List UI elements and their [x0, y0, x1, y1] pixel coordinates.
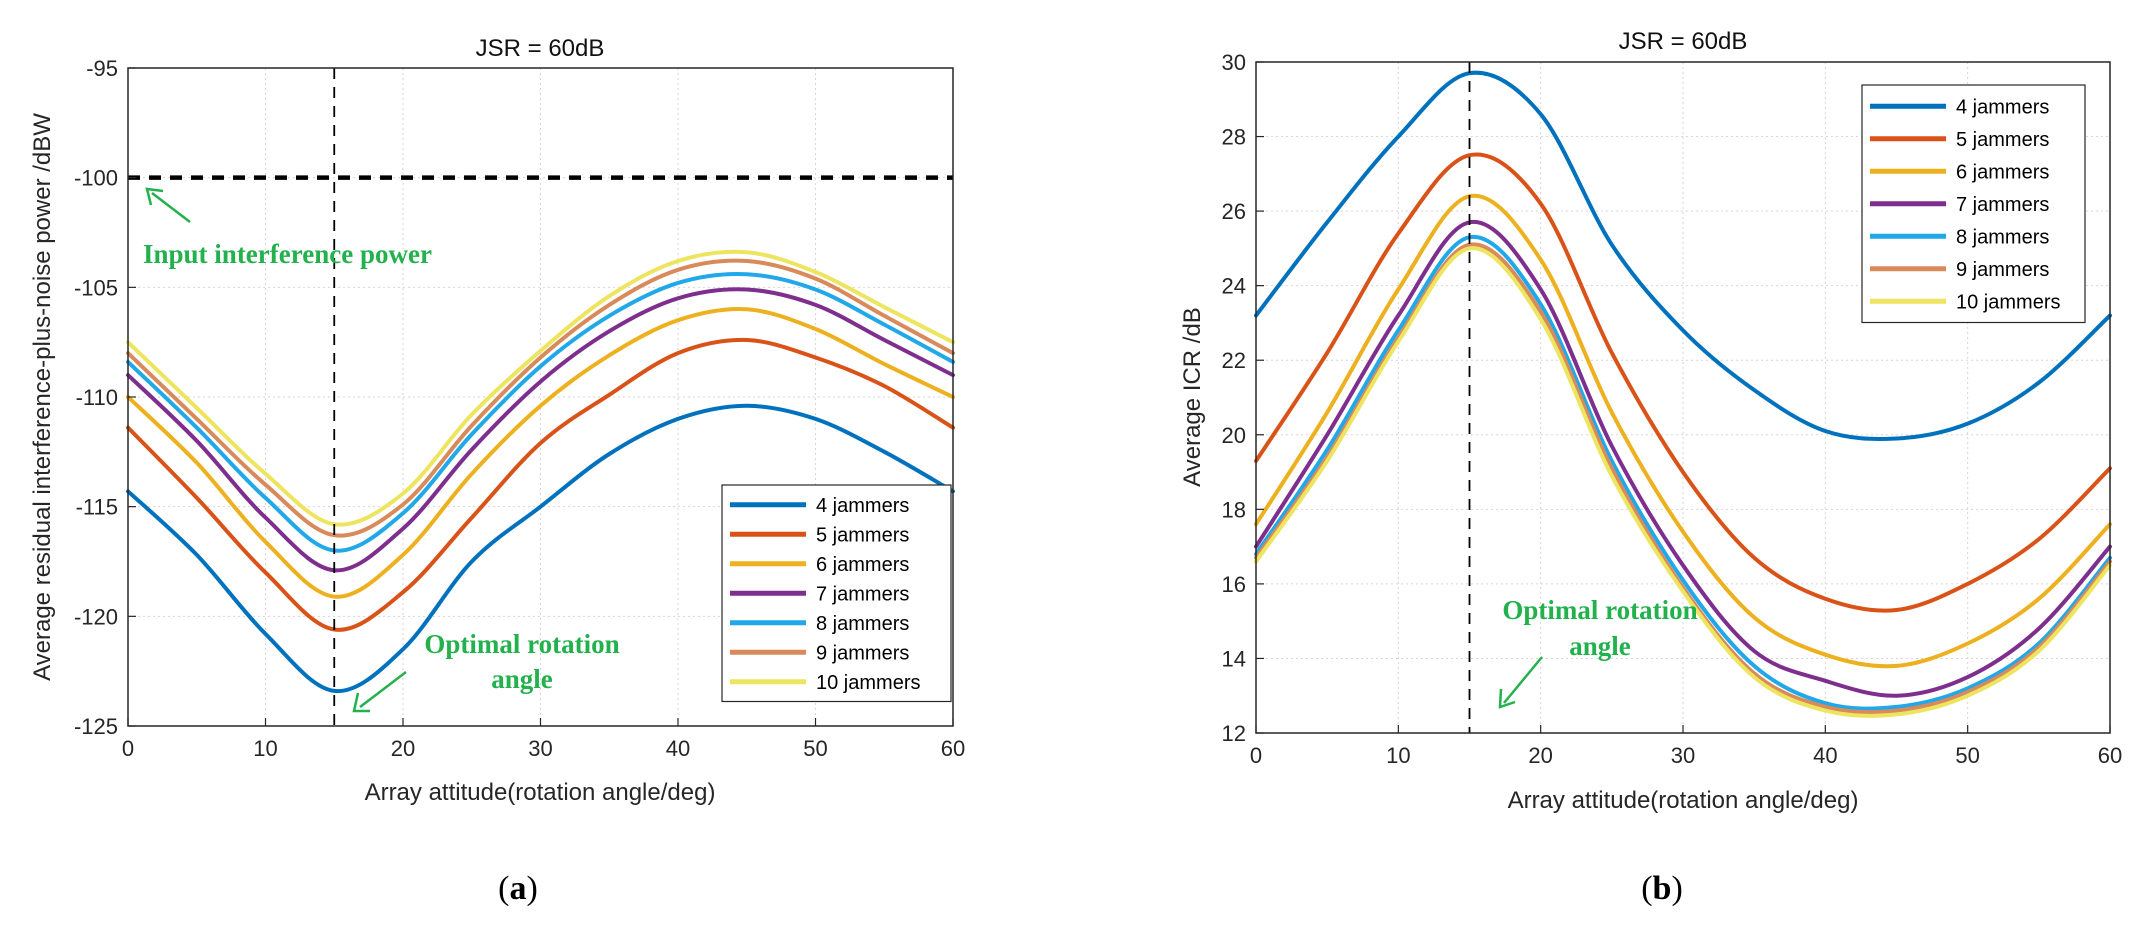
legend-a: 4 jammers 5 jammers 6 jammers 7 jammers 8 ja…	[721, 484, 952, 703]
legend-label: 6 jammers	[1956, 161, 2049, 183]
y-axis-label-b: Average ICR /dB	[1179, 307, 1206, 487]
x-tick-label: 0	[1250, 743, 1262, 768]
y-tick-label: 20	[1222, 423, 1246, 448]
legend-label: 9 jammers	[816, 642, 909, 664]
series-line-9-jammers	[1254, 242, 2112, 715]
series-line-5-jammers	[1254, 152, 2112, 613]
y-tick-label: -125	[74, 714, 118, 739]
optimal-angle-arrow-b	[1498, 656, 1543, 709]
series-line-5-jammers	[126, 337, 955, 632]
panel-b: 0 10 20 30 40 50 60 12 14 16 18 20 22 24 26 28 30 JSR = …	[1179, 28, 2122, 907]
series-line-10-jammers	[1254, 246, 2112, 718]
y-tick-label: 24	[1222, 274, 1246, 299]
input-power-annotation: Input interference power	[143, 239, 432, 269]
x-tick-label: 50	[1955, 743, 1979, 768]
optimal-angle-annotation-b-line2: angle	[1569, 631, 1631, 661]
legend-label: 10 jammers	[1956, 291, 2060, 313]
y-tick-label: 14	[1222, 646, 1246, 671]
legend-label: 7 jammers	[1956, 194, 2049, 216]
y-tick-label: -115	[76, 495, 118, 520]
series-line-7-jammers	[1254, 220, 2112, 698]
y-tick-label: -120	[74, 604, 118, 629]
legend-b: 4 jammers 5 jammers 6 jammers 7 jammers 8 ja…	[1861, 84, 2086, 324]
y-tick-label: 28	[1222, 125, 1246, 150]
ticks-a: 0 10 20 30 40 50 60 -95 -100 -105 -110 -115 -120 -125	[74, 56, 965, 761]
panel-a: 0 10 20 30 40 50 60 -95 -100 -105 -110 -115 -120 -125…	[29, 35, 965, 907]
legend-label: 5 jammers	[1956, 129, 2049, 151]
optimal-angle-annotation-a-line1: Optimal rotation	[424, 629, 619, 659]
legend-label: 8 jammers	[816, 613, 909, 635]
series-line-8-jammers	[1254, 234, 2112, 711]
series-line-4-jammers	[126, 403, 955, 693]
series-b	[1254, 70, 2112, 718]
legend-label: 9 jammers	[1956, 259, 2049, 281]
y-axis-label-a: Average residual interference-plus-noise…	[29, 113, 56, 681]
x-tick-label: 60	[2098, 743, 2122, 768]
y-tick-label: 18	[1222, 497, 1246, 522]
chart-title-a: JSR = 60dB	[476, 35, 605, 62]
legend-label: 8 jammers	[1956, 226, 2049, 248]
series-a	[126, 249, 955, 693]
x-tick-label: 20	[391, 736, 415, 761]
ticks-b: 0 10 20 30 40 50 60 12 14 16 18 20 22 24 26 28 30	[1222, 50, 2123, 768]
y-tick-label: -110	[76, 385, 118, 410]
x-tick-label: 10	[1386, 743, 1410, 768]
optimal-angle-annotation-a-line2: angle	[491, 664, 553, 694]
x-tick-label: 60	[941, 736, 965, 761]
x-tick-label: 40	[666, 736, 690, 761]
y-tick-label: 16	[1222, 572, 1246, 597]
x-tick-label: 20	[1528, 743, 1552, 768]
caption-b: (b)	[1641, 870, 1683, 907]
legend-label: 4 jammers	[1956, 96, 2049, 118]
legend-label: 10 jammers	[816, 672, 920, 694]
y-tick-label: 30	[1222, 50, 1246, 75]
y-tick-label: -100	[74, 166, 118, 191]
series-line-9-jammers	[126, 258, 955, 538]
x-tick-label: 50	[803, 736, 827, 761]
x-axis-label-a: Array attitude(rotation angle/deg)	[365, 779, 716, 806]
caption-a: (a)	[498, 870, 538, 907]
y-tick-label: 12	[1222, 721, 1246, 746]
legend-label: 6 jammers	[816, 554, 909, 576]
legend-label: 7 jammers	[816, 583, 909, 605]
series-line-4-jammers	[1254, 70, 2112, 441]
input-power-arrow	[145, 187, 191, 223]
series-line-10-jammers	[126, 249, 955, 527]
series-line-7-jammers	[126, 287, 955, 573]
y-tick-label: 26	[1222, 199, 1246, 224]
chart-title-b: JSR = 60dB	[1619, 28, 1748, 55]
optimal-angle-arrow-a	[352, 671, 407, 713]
series-line-8-jammers	[126, 271, 955, 553]
y-tick-label: 22	[1222, 348, 1246, 373]
legend-label: 5 jammers	[816, 524, 909, 546]
y-tick-label: -95	[86, 56, 118, 81]
x-tick-label: 30	[528, 736, 552, 761]
optimal-angle-annotation-b-line1: Optimal rotation	[1502, 595, 1697, 625]
legend-label: 4 jammers	[816, 495, 909, 517]
x-tick-label: 40	[1813, 743, 1837, 768]
x-axis-label-b: Array attitude(rotation angle/deg)	[1508, 787, 1859, 814]
x-tick-label: 30	[1671, 743, 1695, 768]
x-tick-label: 10	[253, 736, 277, 761]
series-line-6-jammers	[1254, 193, 2112, 669]
y-tick-label: -105	[74, 275, 118, 300]
x-tick-label: 0	[122, 736, 134, 761]
series-line-6-jammers	[126, 307, 955, 599]
